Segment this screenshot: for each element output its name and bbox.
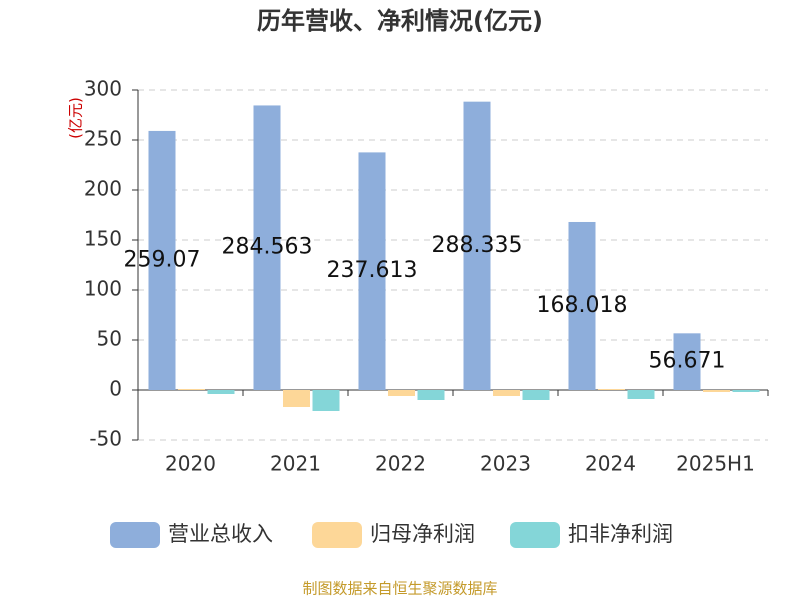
bar [568, 221, 596, 390]
y-tick-label: 0 [109, 377, 122, 401]
bar [463, 101, 491, 390]
y-tick-label: 100 [84, 277, 122, 301]
bar [493, 390, 520, 396]
chart-title: 历年营收、净利情况(亿元) [257, 7, 543, 35]
y-tick-label: -50 [89, 427, 122, 451]
y-tick-label: 250 [84, 127, 122, 151]
bar [703, 390, 730, 392]
y-tick-label: 150 [84, 227, 122, 251]
legend-label: 营业总收入 [168, 522, 273, 546]
bar [207, 390, 235, 394]
bar [627, 390, 655, 399]
y-tick-label: 200 [84, 177, 122, 201]
legend-label: 归母净利润 [370, 522, 475, 546]
x-tick-label: 2023 [480, 452, 531, 476]
bar [732, 390, 760, 392]
value-label: 56.671 [649, 349, 726, 374]
y-axis-label: (亿元) [67, 97, 85, 139]
x-tick-label: 2025H1 [676, 452, 755, 476]
value-label: 288.335 [432, 233, 523, 258]
x-tick-label: 2022 [375, 452, 426, 476]
bar [283, 390, 310, 407]
source-note: 制图数据来自恒生聚源数据库 [302, 580, 497, 598]
x-tick-label: 2020 [165, 452, 216, 476]
bar [253, 105, 281, 390]
value-label: 284.563 [222, 235, 313, 260]
x-tick-label: 2021 [270, 452, 321, 476]
bar [598, 389, 625, 390]
bar [312, 390, 340, 411]
legend-label: 扣非净利润 [568, 522, 673, 546]
value-label: 237.613 [327, 258, 418, 283]
legend-swatch [510, 522, 560, 548]
bar [358, 152, 386, 390]
bar [417, 390, 445, 400]
y-tick-label: 50 [97, 327, 122, 351]
bar [673, 333, 701, 390]
x-tick-label: 2024 [585, 452, 636, 476]
legend-swatch [312, 522, 362, 548]
bar [178, 389, 205, 390]
bar [388, 390, 415, 396]
legend-swatch [110, 522, 160, 548]
bar [148, 130, 176, 390]
value-label: 259.07 [124, 247, 201, 272]
value-label: 168.018 [537, 293, 628, 318]
bar [522, 390, 550, 400]
y-tick-label: 300 [84, 77, 122, 101]
